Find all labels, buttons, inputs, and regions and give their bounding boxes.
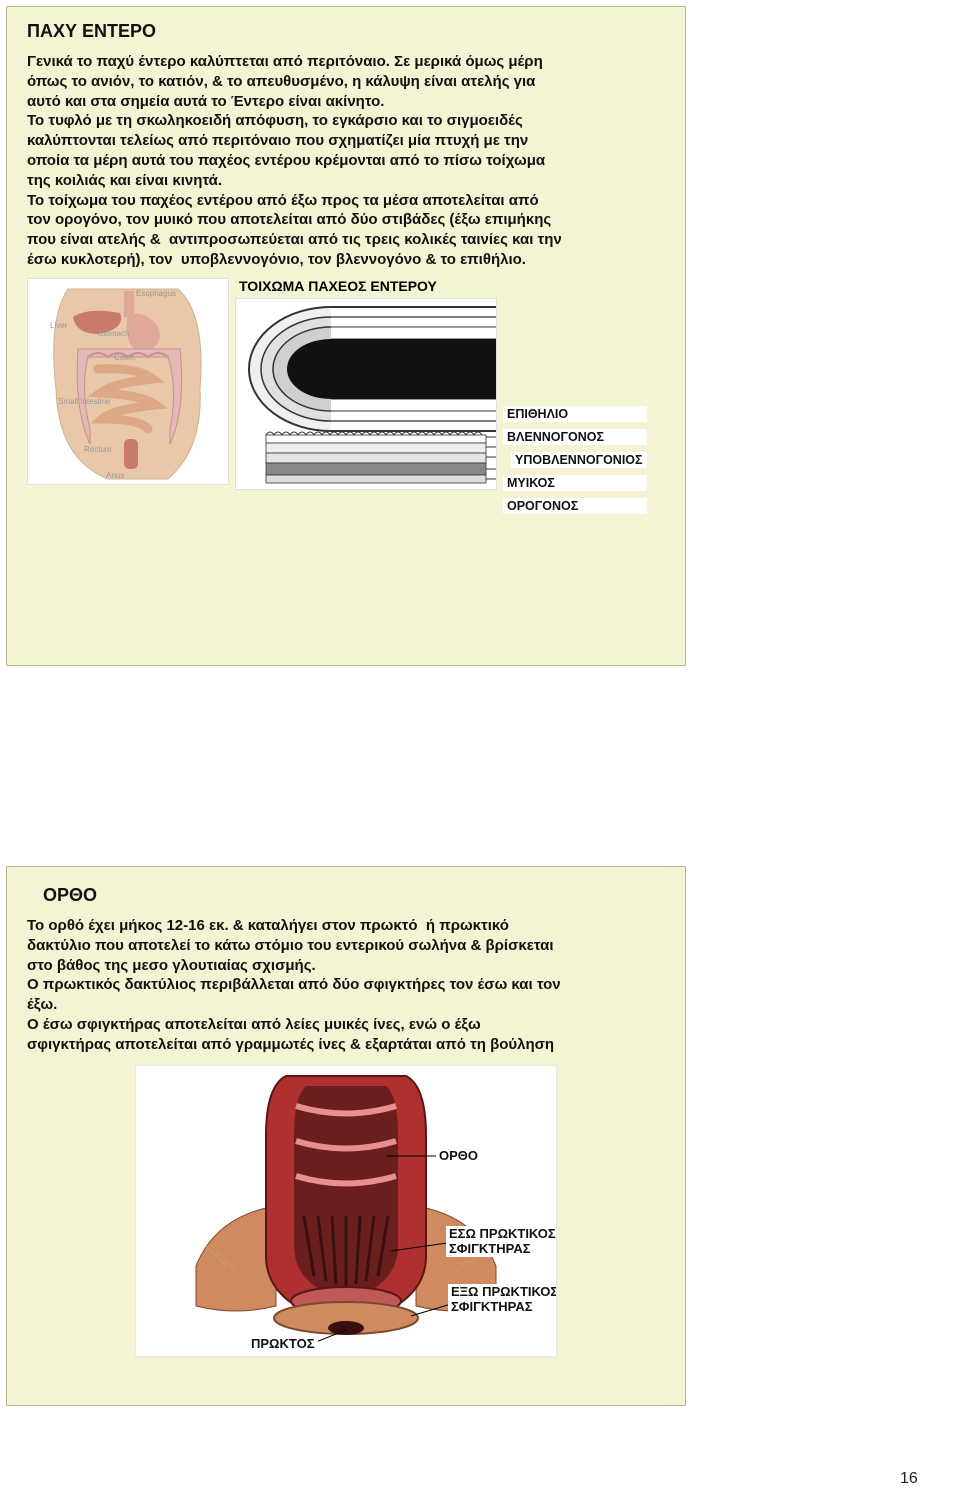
layer-muscularis: ΜΥΙΚΟΣ bbox=[503, 475, 647, 491]
rectum-figure: ΟΡΘΟ ΕΣΩ ΠΡΩΚΤΙΚΟΣ ΣΦΙΓΚΤΗΡΑΣ ΕΞΩ ΠΡΩΚΤΙ… bbox=[135, 1065, 557, 1357]
label-small-intestine: Small Intestine bbox=[58, 397, 110, 406]
label-ortho: ΟΡΘΟ bbox=[436, 1148, 481, 1164]
layer-submucosa: ΥΠΟΒΛΕΝΝΟΓΟΝΙΟΣ bbox=[511, 452, 647, 468]
label-anus: Anus bbox=[106, 471, 124, 480]
colon-wall-figure bbox=[235, 298, 497, 490]
label-internal-sphincter: ΕΣΩ ΠΡΩΚΤΙΚΟΣ ΣΦΙΓΚΤΗΡΑΣ bbox=[446, 1226, 557, 1257]
slide-large-intestine: ΠΑΧΥ ΕΝΤΕΡΟ Γενικά το παχύ έντερο καλύπτ… bbox=[6, 6, 686, 666]
page-number: 16 bbox=[900, 1470, 918, 1488]
label-proktos: ΠΡΩΚΤΟΣ bbox=[248, 1336, 318, 1352]
label-colon: Colon bbox=[114, 353, 135, 362]
slide1-title: ΠΑΧΥ ΕΝΤΕΡΟ bbox=[27, 21, 665, 42]
label-external-sphincter: ΕΞΩ ΠΡΩΚΤΙΚΟΣ ΣΦΙΓΚΤΗΡΑΣ bbox=[448, 1284, 557, 1315]
colon-wall-column: ΤΟΙΧΩΜΑ ΠΑΧΕΟΣ ΕΝΤΕΡΟΥ bbox=[235, 278, 665, 514]
slide1-diagrams: Esophagus Liver Stomach Colon Small Inte… bbox=[27, 278, 665, 514]
colon-wall-title: ΤΟΙΧΩΜΑ ΠΑΧΕΟΣ ΕΝΤΕΡΟΥ bbox=[239, 278, 665, 294]
slide2-body: Το ορθό έχει μήκος 12-16 εκ. & καταλήγει… bbox=[27, 916, 665, 1055]
digestive-anatomy-figure: Esophagus Liver Stomach Colon Small Inte… bbox=[27, 278, 229, 485]
slide1-body: Γενικά το παχύ έντερο καλύπτεται από περ… bbox=[27, 52, 665, 270]
layer-mucosa: ΒΛΕΝΝΟΓΟΝΟΣ bbox=[503, 429, 647, 445]
label-liver: Liver bbox=[50, 321, 67, 330]
layer-epithelium: ΕΠΙΘΗΛΙΟ bbox=[503, 406, 647, 422]
colon-wall-layer-labels: ΕΠΙΘΗΛΙΟ ΒΛΕΝΝΟΓΟΝΟΣ ΥΠΟΒΛΕΝΝΟΓΟΝΙΟΣ ΜΥΙ… bbox=[503, 406, 647, 514]
layer-serosa: ΟΡΟΓΟΝΟΣ bbox=[503, 498, 647, 514]
slide-rectum: ΟΡΘΟ Το ορθό έχει μήκος 12-16 εκ. & κατα… bbox=[6, 866, 686, 1406]
label-esophagus: Esophagus bbox=[136, 289, 176, 298]
colon-wall-svg bbox=[236, 299, 496, 489]
slide2-title: ΟΡΘΟ bbox=[43, 885, 665, 906]
label-stomach: Stomach bbox=[98, 329, 130, 338]
label-rectum: Rectum bbox=[84, 445, 112, 454]
digestive-anatomy-svg bbox=[28, 279, 228, 484]
